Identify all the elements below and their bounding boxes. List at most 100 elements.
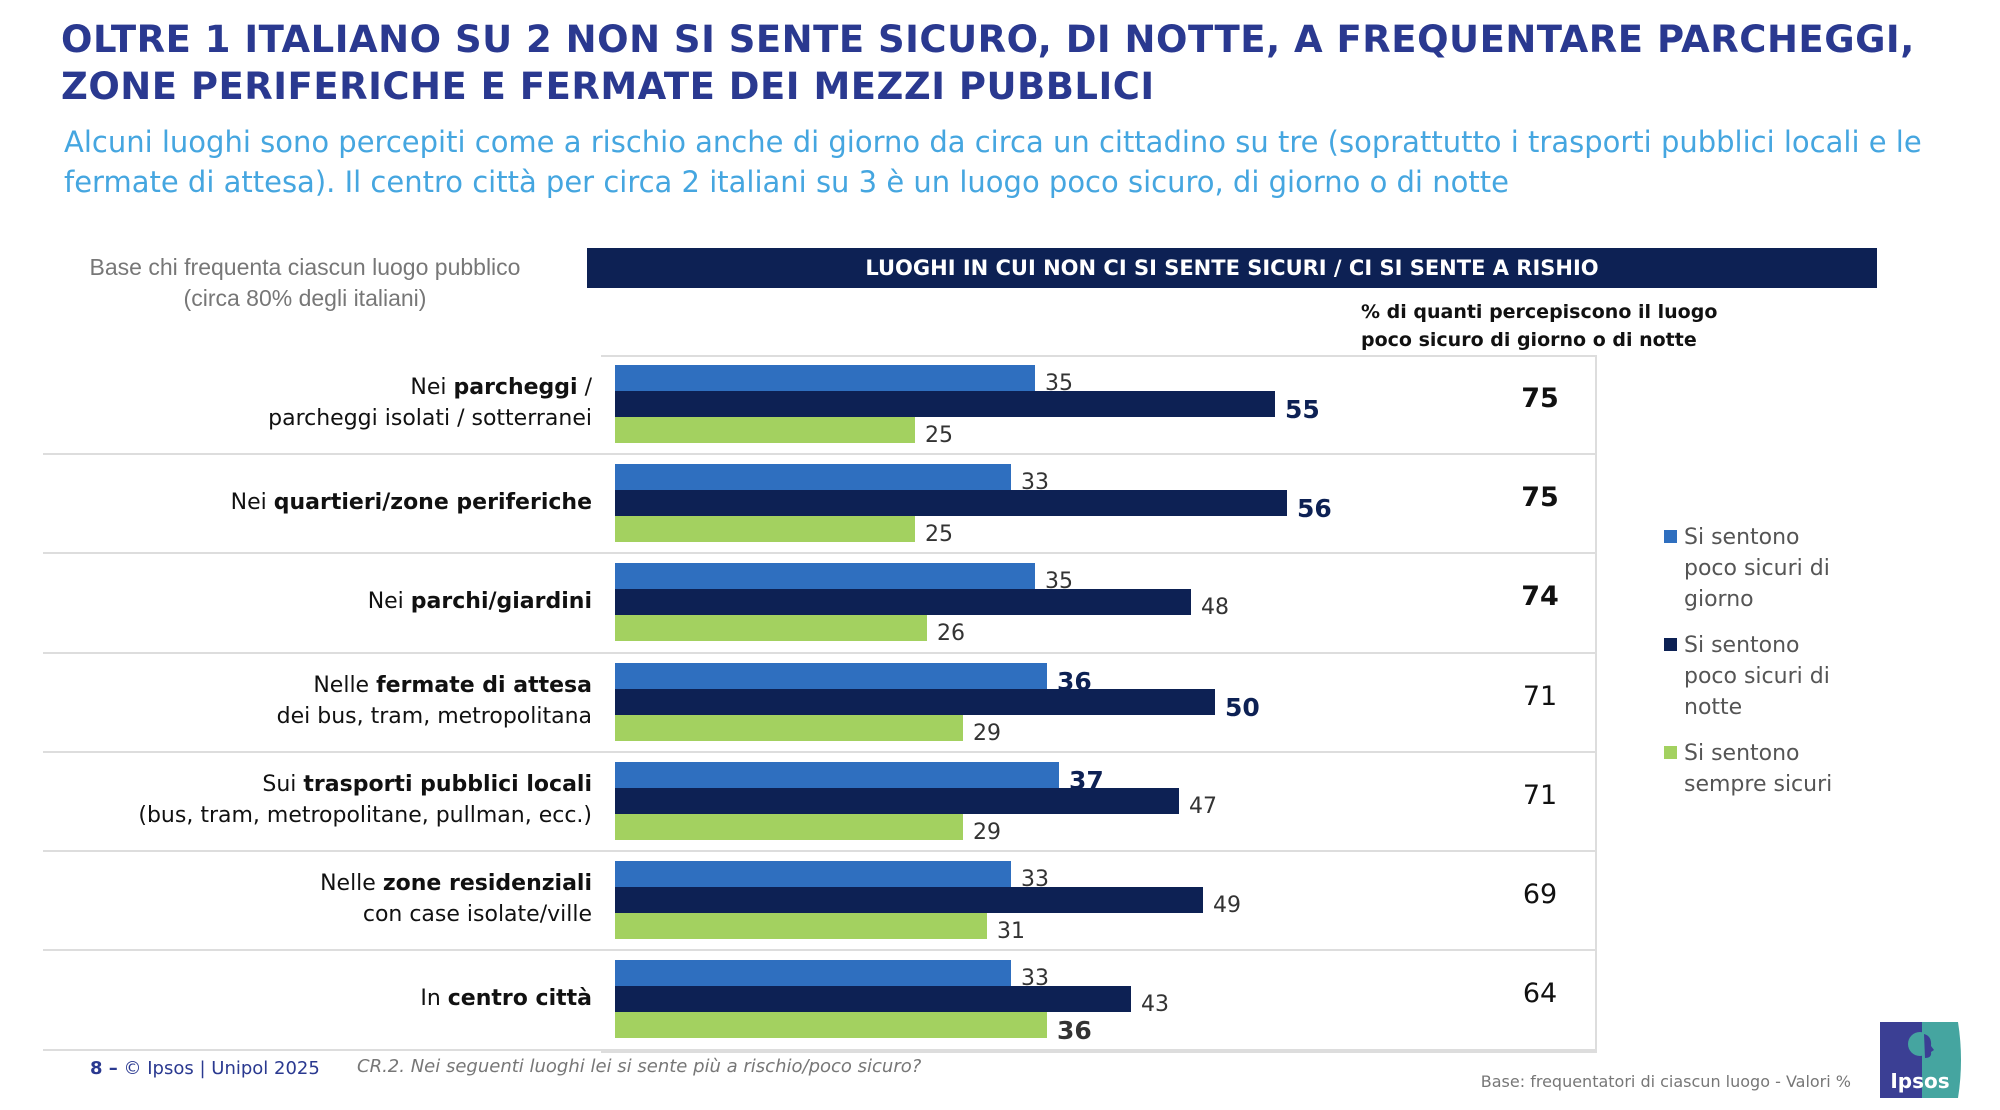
label-bold: fermate di attesa: [376, 672, 592, 698]
row-label: In centro città: [420, 983, 592, 1014]
bar-safe: [615, 615, 927, 642]
slide-title: OLTRE 1 ITALIANO SU 2 NON SI SENTE SICUR…: [61, 16, 1915, 110]
bar-night: [615, 887, 1203, 913]
label-suffix: /: [577, 375, 592, 400]
data-label: 25: [925, 423, 953, 448]
row-label-line: In centro città: [420, 983, 592, 1014]
bar-day: [615, 365, 1035, 391]
legend-line: giorno: [1684, 587, 1754, 612]
bar-day: [615, 861, 1011, 887]
row-label-line: parcheggi isolati / sotterranei: [268, 406, 592, 431]
legend-line: sempre sicuri: [1684, 772, 1833, 797]
row-label-line: dei bus, tram, metropolitana: [276, 703, 592, 729]
legend-item: Si sentono poco sicuri di giorno: [1664, 522, 1864, 615]
row-separator: [43, 453, 1596, 456]
data-label: 48: [1201, 595, 1229, 621]
row-label-line: Nelle zone residenziali: [320, 868, 592, 899]
legend-line: Si sentono: [1684, 633, 1800, 658]
base-line: (circa 80% degli italiani): [183, 285, 427, 311]
label-prefix: Nelle: [313, 672, 377, 698]
legend-label: Si sentono poco sicuri di notte: [1684, 630, 1864, 723]
row-label: Nelle zone residenziali con case isolate/…: [320, 868, 592, 930]
subtitle-line: Alcuni luoghi sono percepiti come a risc…: [64, 125, 1922, 159]
total-value: 75: [1521, 383, 1559, 414]
label-bold: trasporti pubblici locali: [303, 771, 592, 797]
bar-night: [615, 490, 1287, 517]
total-value: 71: [1522, 680, 1558, 712]
bar-day: [615, 662, 1047, 689]
row-separator: [43, 850, 1596, 852]
copyright: © Ipsos | Unipol 2025: [123, 1058, 320, 1079]
base-line: Base chi frequenta ciascun luogo pubblic…: [89, 254, 521, 280]
row-separator: [43, 750, 1596, 753]
legend-line: poco sicuri di: [1684, 664, 1830, 689]
bar-safe: [615, 1012, 1047, 1039]
legend-swatch: [1664, 530, 1677, 543]
row-label-line: (bus, tram, metropolitane, pullman, ecc.…: [138, 802, 592, 828]
bar-night: [615, 688, 1215, 715]
label-prefix: Nelle: [320, 871, 383, 896]
label-bold: zone residenziali: [382, 871, 592, 896]
row-separator: [43, 949, 1596, 952]
data-label: 29: [973, 819, 1001, 845]
bar-night: [615, 787, 1179, 814]
chart-frame: [601, 355, 1597, 1053]
title-line: ZONE PERIFERICHE E FERMATE DEI MEZZI PUB…: [61, 65, 1155, 108]
bar-day: [615, 761, 1059, 788]
ipsos-logo: Ipsos: [1880, 1022, 1961, 1098]
row-label: Nei parchi/giardini: [368, 586, 592, 617]
row-label-line: Nelle fermate di attesa: [277, 670, 592, 701]
legend-swatch: [1664, 746, 1677, 759]
bar-safe: [615, 913, 987, 939]
data-label: 31: [997, 919, 1025, 944]
bar-day: [615, 563, 1035, 590]
data-label: 43: [1141, 992, 1169, 1018]
data-label: 56: [1297, 494, 1332, 524]
legend-label: Si sentono poco sicuri di giorno: [1684, 522, 1864, 615]
bar-day: [615, 464, 1011, 491]
base-footnote: Base: frequentatori di ciascun luogo - V…: [1480, 1072, 1851, 1091]
legend-line: notte: [1684, 695, 1743, 720]
label-bold: parcheggi: [453, 375, 578, 400]
legend-line: Si sentono: [1684, 525, 1800, 550]
row-separator: [43, 1049, 1596, 1051]
row-label: Nei parcheggi / parcheggi isolati / sotte…: [268, 372, 592, 434]
row-label-line: Nei parchi/giardini: [368, 586, 592, 617]
total-value: 64: [1522, 978, 1558, 1010]
data-label: 25: [925, 522, 953, 548]
total-header-line: poco sicuro di giorno o di notte: [1361, 329, 1697, 351]
title-line: OLTRE 1 ITALIANO SU 2 NON SI SENTE SICUR…: [61, 18, 1915, 61]
row-label: Nelle fermate di attesa dei bus, tram, me…: [277, 670, 592, 732]
legend: Si sentono poco sicuri di giorno Si sentono…: [1664, 522, 1864, 815]
label-bold: quartieri/zone periferiche: [273, 489, 592, 515]
total-value: 71: [1522, 779, 1558, 811]
label-prefix: In: [420, 985, 448, 1011]
label-bold: centro città: [447, 985, 592, 1011]
row-separator: [43, 552, 1596, 555]
total-header-line: % di quanti percepiscono il luogo: [1361, 301, 1718, 323]
bar-safe: [615, 813, 963, 840]
row-label-line: Nei parcheggi /: [268, 372, 592, 403]
bar-day: [615, 960, 1011, 987]
label-prefix: Sui: [262, 771, 304, 797]
legend-line: Si sentono: [1684, 741, 1800, 766]
footer-page: 8 – © Ipsos | Unipol 2025: [90, 1058, 320, 1079]
legend-line: poco sicuri di: [1684, 556, 1830, 581]
total-value: 74: [1521, 581, 1559, 613]
bar-night: [615, 986, 1131, 1013]
legend-label: Si sentono sempre sicuri: [1684, 738, 1864, 800]
label-prefix: Nei: [230, 489, 274, 515]
data-label: 50: [1225, 692, 1260, 722]
legend-item: Si sentono poco sicuri di notte: [1664, 630, 1864, 723]
data-label: 26: [937, 621, 965, 647]
label-prefix: Nei: [410, 375, 454, 400]
row-label: Sui trasporti pubblici locali (bus, tram,…: [138, 769, 592, 831]
page-number: 8 –: [90, 1058, 118, 1079]
slide-subtitle: Alcuni luoghi sono percepiti come a risc…: [64, 122, 1964, 202]
row-label: Nei quartieri/zone periferiche: [231, 487, 592, 518]
row-label-line: Nei quartieri/zone periferiche: [231, 487, 592, 518]
svg-text:Ipsos: Ipsos: [1890, 1069, 1949, 1093]
subtitle-line: fermate di attesa). Il centro città per …: [64, 165, 1509, 199]
label-bold: parchi/giardini: [410, 588, 592, 614]
